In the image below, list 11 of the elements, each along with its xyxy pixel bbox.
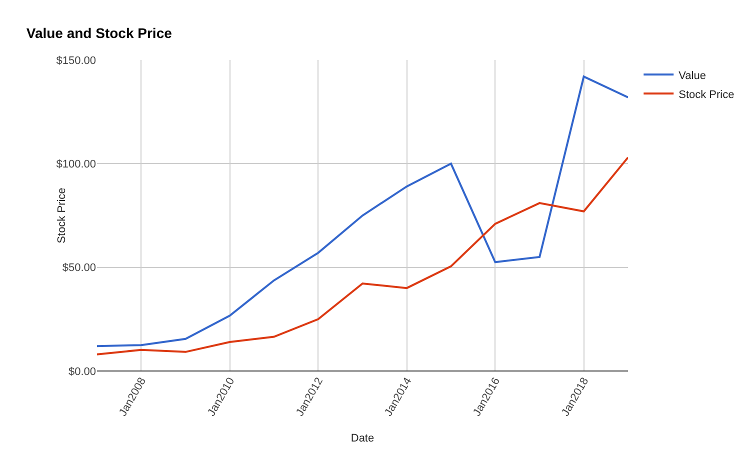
- x-axis-title: Date: [350, 432, 374, 445]
- line-series: [97, 76, 628, 348]
- legend-label: Stock Price: [678, 88, 734, 101]
- y-tick-label: $100.00: [56, 158, 96, 171]
- y-axis-title: Stock Price: [56, 188, 68, 244]
- y-tick-label: $150.00: [56, 54, 96, 67]
- y-tick-label: $0.00: [68, 366, 96, 378]
- line-series: [97, 156, 628, 356]
- y-tick-label: $50.00: [62, 262, 96, 274]
- chart-title: Value and Stock Price: [26, 25, 172, 42]
- legend-label: Value: [678, 70, 706, 82]
